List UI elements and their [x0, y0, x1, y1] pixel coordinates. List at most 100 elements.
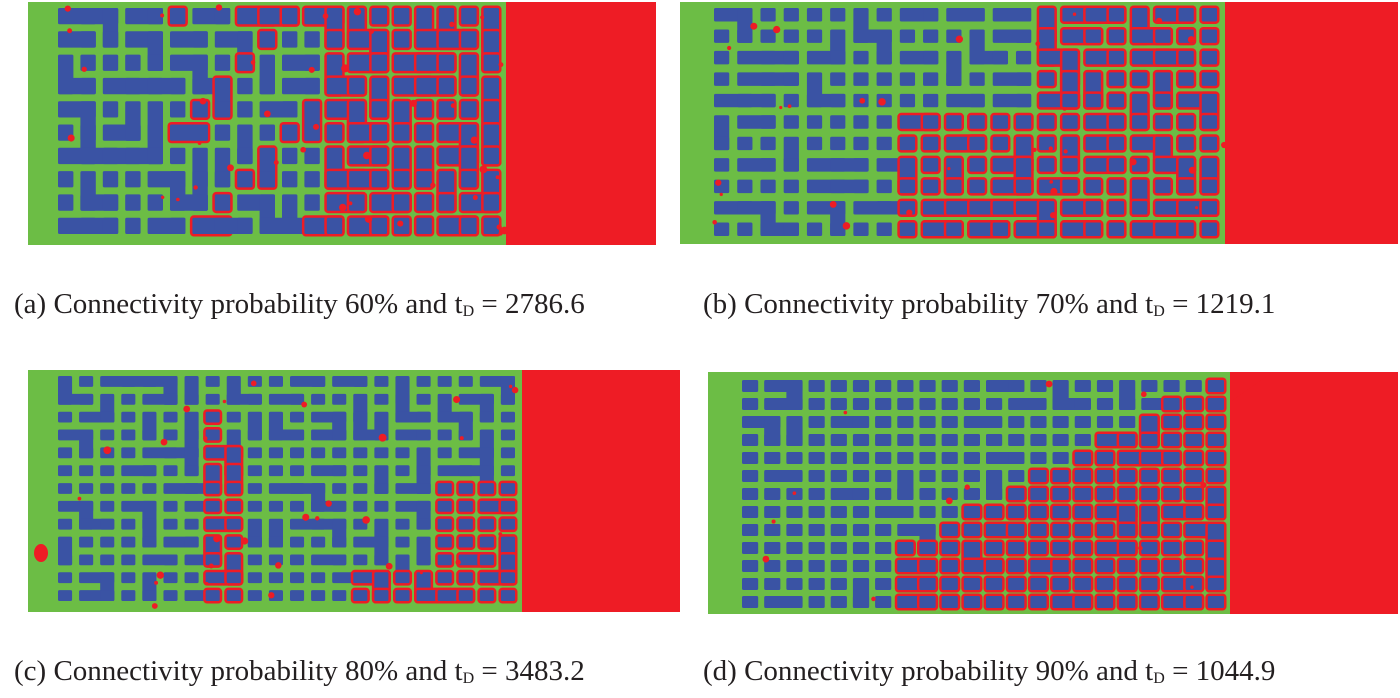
panel-d-solid-grain: [1052, 506, 1069, 518]
panel-a-trapped-droplet: [450, 103, 456, 108]
panel-d-solid-grain: [830, 380, 847, 392]
panel-d-solid-grain: [1163, 542, 1180, 554]
panel-d-solid-grain: [919, 560, 936, 572]
panel-b-solid-grain: [853, 179, 869, 194]
panel-c-solid-grain: [500, 465, 515, 477]
panel-d-solid-grain: [830, 524, 847, 536]
panel-d-solid-grain: [875, 488, 892, 500]
panel-a-solid-grain: [326, 124, 343, 141]
panel-c-solid-grain: [479, 483, 494, 494]
panel-b-solid-grain: [992, 222, 1008, 236]
panel-c-solid-grain: [374, 500, 389, 512]
panel-d-solid-grain: [986, 506, 1003, 518]
panel-b-solid-grain: [899, 72, 916, 86]
panel-c-trapped-droplet: [77, 496, 82, 501]
panel-d-solid-grain: [764, 434, 781, 446]
panel-c-solid-grain: [500, 483, 515, 494]
panel-a-trapped-droplet: [67, 134, 75, 142]
panel-d-solid-grain: [742, 542, 759, 554]
panel-b-solid-grain: [1108, 8, 1125, 22]
panel-b-label: (b): [703, 288, 737, 320]
panel-c-solid-grain: [479, 411, 494, 423]
panel-c-solid-grain: [163, 393, 178, 405]
panel-d-solid-grain: [808, 398, 825, 410]
panel-d-solid-grain: [941, 524, 958, 536]
panel-b-trapped-droplet: [947, 167, 951, 171]
panel-b-pore-network: [714, 5, 1220, 239]
panel-d-solid-grain: [941, 452, 958, 464]
panel-b-solid-grain: [714, 72, 730, 86]
panel-c-solid-grain: [121, 518, 136, 530]
panel-b-solid-grain: [1201, 179, 1217, 194]
panel-a-solid-grain: [461, 77, 477, 95]
panel-c-solid-grain: [58, 554, 73, 566]
panel-d-solid-grain: [1185, 380, 1202, 392]
panel-b-trapped-droplet: [1072, 12, 1077, 16]
panel-c-solid-grain: [500, 518, 515, 530]
panel-b-solid-grain: [1201, 50, 1217, 65]
panel-a-solid-grain: [125, 217, 141, 234]
panel-a-swept-region: [506, 2, 656, 245]
panel-d-solid-grain: [852, 452, 870, 464]
panel-c-solid-grain: [332, 429, 347, 441]
panel-b-solid-grain: [1015, 8, 1032, 22]
panel-b-solid-grain: [876, 115, 892, 129]
panel-b-solid-grain: [760, 29, 776, 43]
panel-d-solid-grain: [742, 524, 759, 536]
panel-b-solid-grain: [1015, 72, 1032, 86]
panel-b-solid-grain: [1108, 222, 1125, 236]
panel-a-trapped-droplet: [338, 203, 347, 212]
panel-a-solid-grain: [192, 101, 208, 118]
panel-c-solid-grain: [437, 518, 452, 530]
panel-b-solid-grain: [1062, 93, 1078, 108]
panel-d-solid-grain: [1052, 452, 1069, 464]
panel-c-solid-grain: [79, 536, 94, 548]
panel-a-solid-grain: [102, 31, 119, 48]
panel-b-solid-grain: [923, 50, 939, 65]
panel-c-subscript: D: [462, 670, 475, 687]
panel-b-solid-grain: [830, 136, 846, 151]
panel-d-solid-grain: [963, 398, 980, 410]
panel-a-solid-grain: [416, 124, 432, 141]
panel-c-solid-grain: [163, 554, 178, 566]
panel-c-solid-grain: [311, 376, 326, 387]
panel-d-solid-grain: [742, 560, 759, 572]
panel-b-trapped-droplet: [779, 105, 783, 110]
panel-d-trapped-droplet: [945, 497, 953, 505]
panel-b-solid-grain: [1108, 136, 1125, 151]
panel-d-solid-grain: [1030, 416, 1047, 428]
panel-c-solid-grain: [500, 429, 515, 441]
panel-c-pore-network: [58, 376, 518, 604]
panel-b-solid-grain: [876, 72, 892, 86]
panel-c-solid-grain: [458, 536, 473, 548]
panel-d-solid-grain: [764, 488, 781, 500]
panel-b-solid-grain: [760, 136, 776, 151]
panel-d-solid-grain: [875, 560, 892, 572]
panel-a-solid-grain: [147, 194, 163, 211]
panel-d-solid-grain: [941, 596, 958, 608]
panel-c-solid-grain: [290, 393, 305, 405]
panel-a-solid-grain: [282, 101, 298, 118]
panel-d-solid-grain: [1207, 452, 1224, 464]
panel-a-solid-grain: [483, 54, 499, 71]
panel-d-solid-grain: [786, 524, 803, 536]
panel-c-trapped-droplet: [301, 401, 308, 408]
panel-c-trapped-droplet: [204, 581, 209, 586]
panel-b-solid-grain: [760, 8, 776, 22]
panel-c-solid-grain: [163, 465, 178, 477]
panel-b-solid-grain: [1201, 29, 1217, 43]
panel-d-solid-grain: [897, 452, 914, 464]
panel-d-solid-grain: [1030, 398, 1047, 410]
panel-d-solid-grain: [875, 596, 892, 608]
panel-d-solid-grain: [830, 560, 847, 572]
panel-c-solid-grain: [100, 518, 115, 530]
panel-a-trapped-droplet: [64, 5, 71, 12]
panel-d-solid-grain: [1163, 470, 1180, 482]
panel-c-solid-grain: [268, 536, 283, 548]
panel-d-solid-grain: [941, 398, 958, 410]
panel-c-trapped-droplet: [160, 438, 168, 446]
panel-d-solid-grain: [830, 434, 847, 446]
panel-a-simulation-map: [28, 2, 656, 245]
panel-d-solid-grain: [1030, 524, 1047, 536]
panel-a-trapped-droplet: [363, 151, 371, 160]
